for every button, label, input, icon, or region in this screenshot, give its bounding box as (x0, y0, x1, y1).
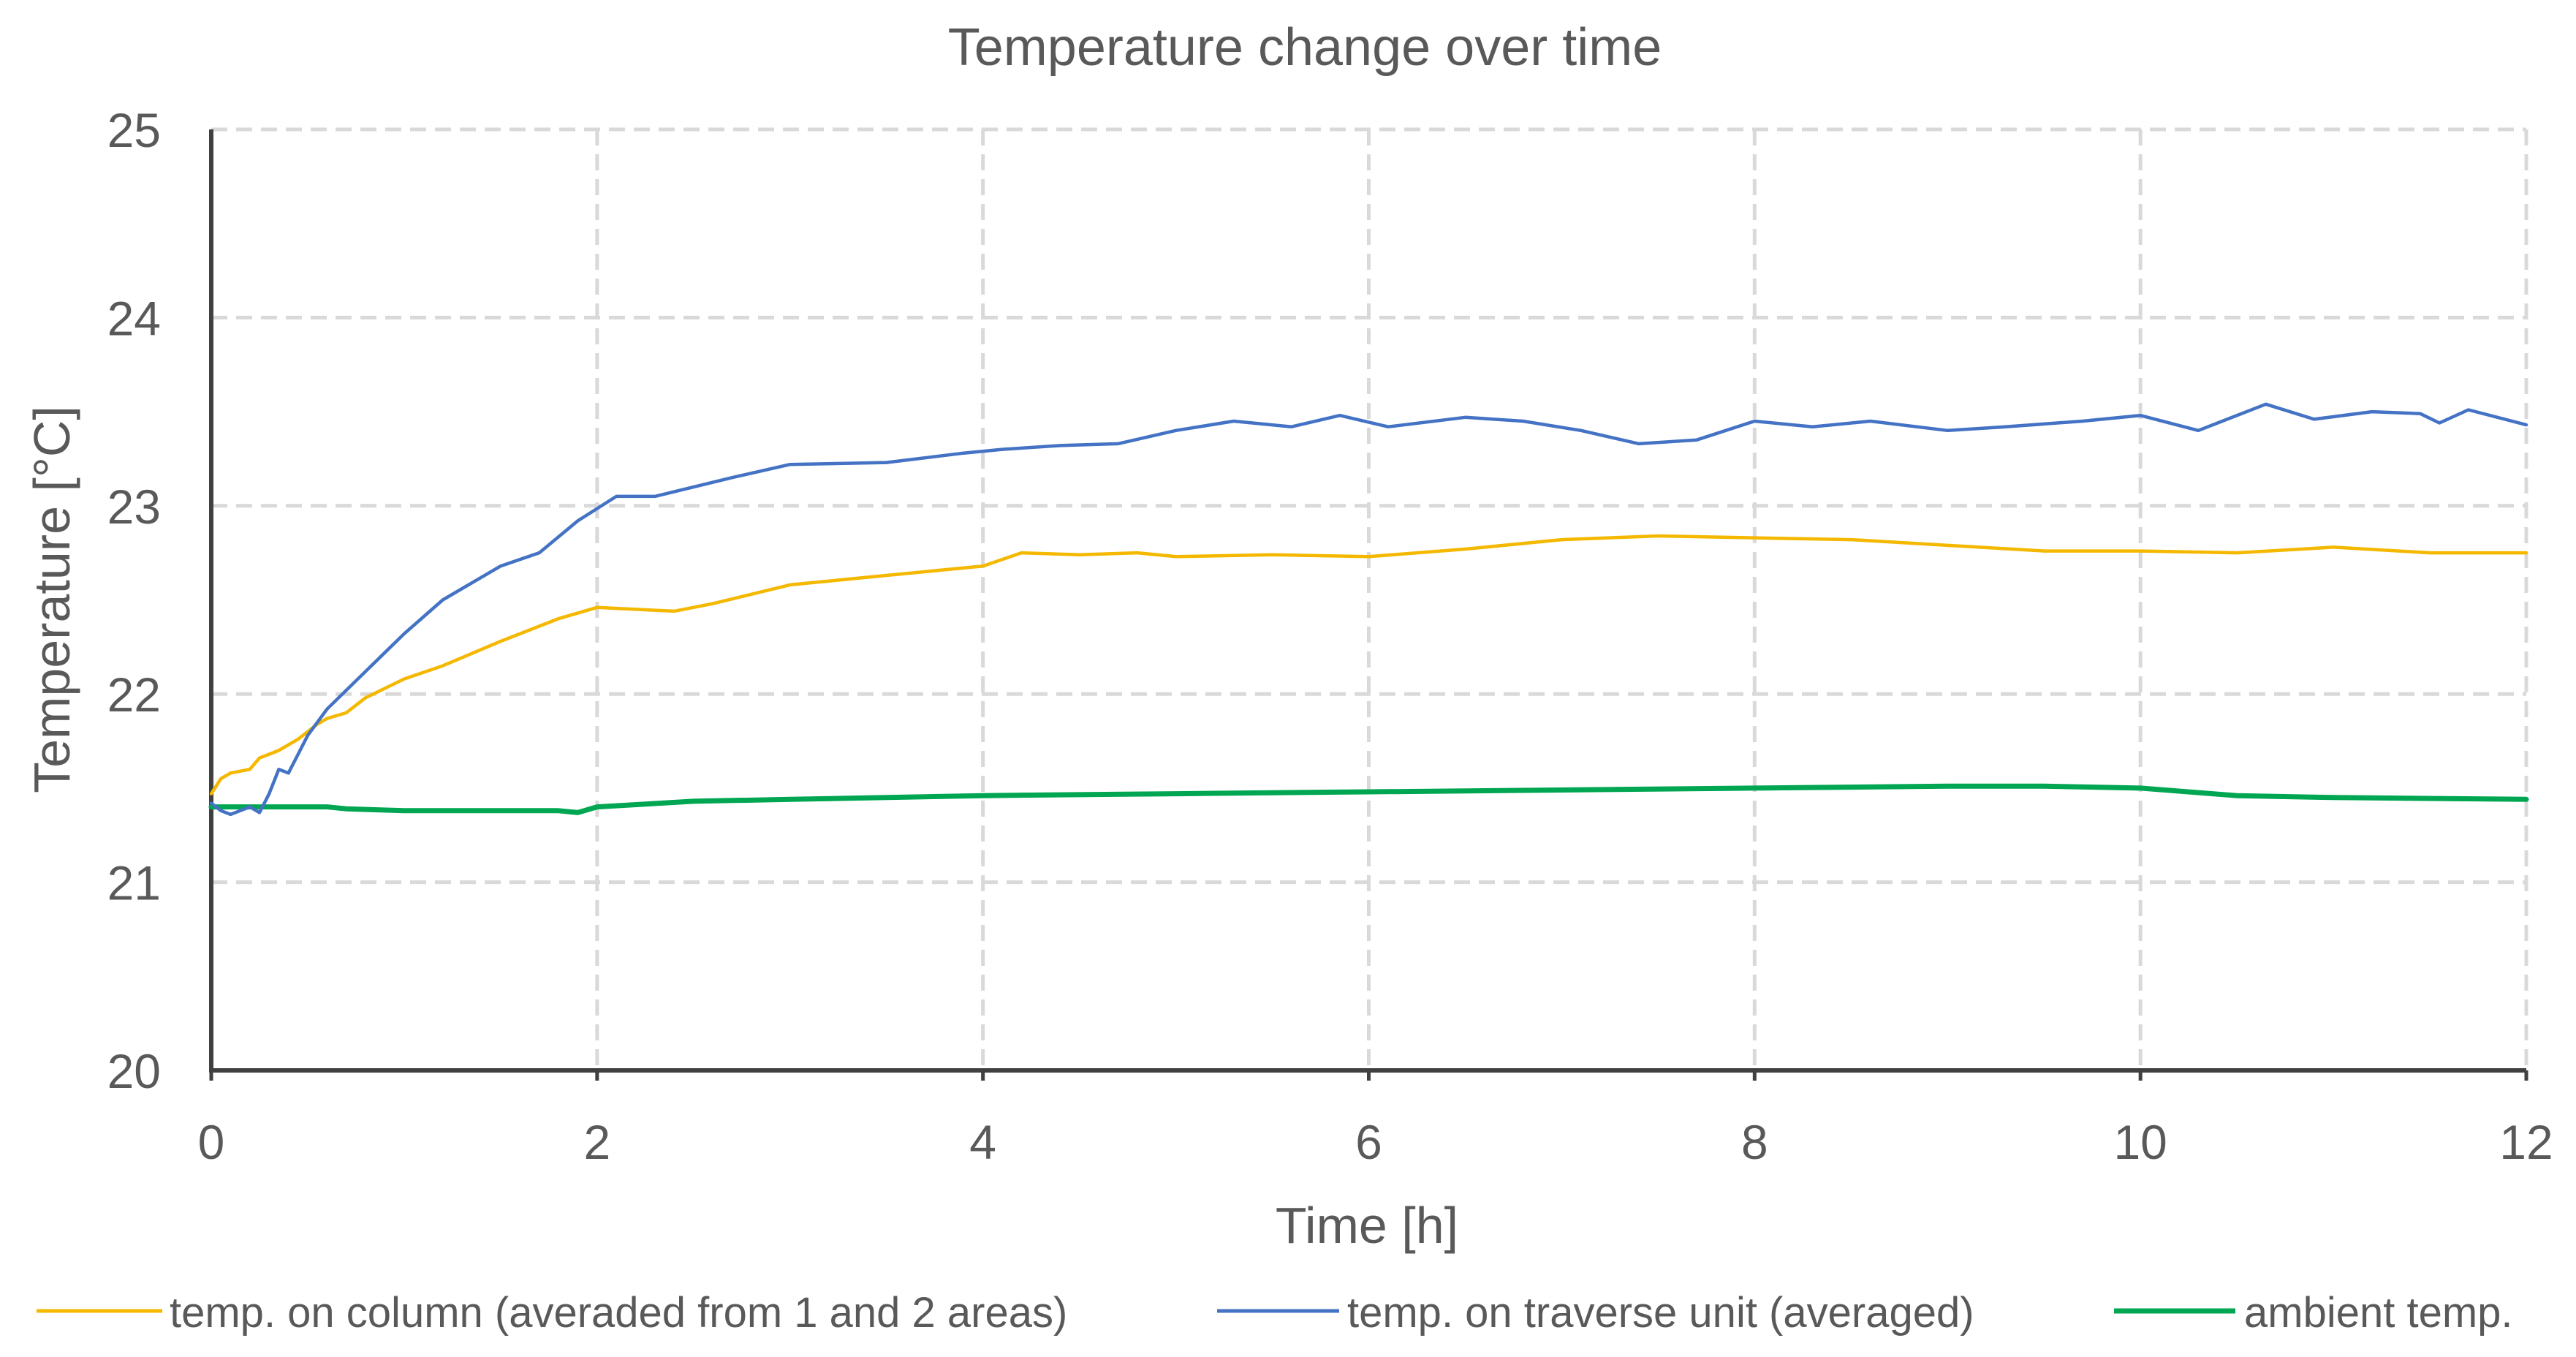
legend: temp. on column (averaded from 1 and 2 a… (37, 1289, 2513, 1337)
series-line-1 (209, 402, 2528, 817)
x-tick-label: 6 (1355, 1115, 1382, 1169)
axes (209, 129, 2528, 1081)
y-tick-label: 20 (107, 1044, 161, 1098)
y-axis-label: Temperature [°C] (23, 406, 80, 793)
series-line-2 (208, 783, 2529, 815)
y-tick-label: 21 (107, 856, 161, 910)
x-tick-label: 0 (198, 1115, 225, 1169)
x-tick-label: 2 (583, 1115, 610, 1169)
y-tick-label: 24 (107, 291, 161, 345)
x-tick-label: 12 (2499, 1115, 2553, 1169)
x-tick-label: 4 (969, 1115, 996, 1169)
legend-label-2: ambient temp. (2244, 1289, 2513, 1337)
grid-lines (211, 127, 2528, 1070)
x-axis-label: Time [h] (1276, 1197, 1458, 1254)
chart-title: Temperature change over time (948, 18, 1662, 77)
y-tick-label: 23 (107, 480, 161, 534)
x-tick-labels: 0 2 4 6 8 10 12 (198, 1115, 2553, 1169)
y-tick-label: 22 (107, 668, 161, 722)
legend-label-0: temp. on column (averaded from 1 and 2 a… (170, 1289, 1067, 1337)
x-tick-label: 8 (1741, 1115, 1768, 1169)
y-tick-labels: 20 21 22 23 24 25 (107, 103, 161, 1098)
y-tick-label: 25 (107, 103, 161, 157)
x-tick-label: 10 (2113, 1115, 2167, 1169)
legend-label-1: temp. on traverse unit (averaged) (1347, 1289, 1974, 1337)
series-lines (208, 402, 2529, 817)
series-line-0 (209, 534, 2528, 795)
